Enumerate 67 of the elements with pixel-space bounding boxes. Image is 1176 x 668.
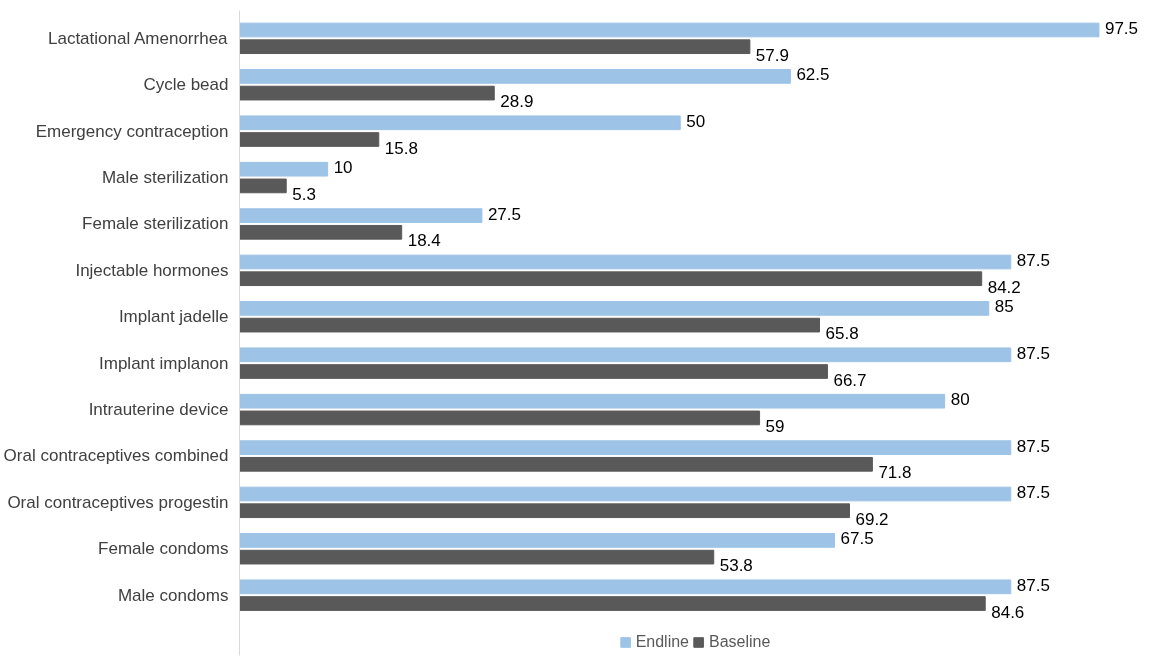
y-tick-label: Oral contraceptives progestin — [7, 492, 229, 512]
data-label: 69.2 — [855, 509, 889, 529]
bar — [239, 132, 380, 147]
data-label: 87.5 — [1016, 343, 1050, 363]
bar — [239, 503, 850, 519]
data-label: 84.6 — [991, 602, 1025, 622]
bar — [239, 208, 483, 223]
legend-label: Baseline — [709, 633, 771, 651]
y-tick-label: Male condoms — [117, 585, 229, 605]
y-tick-label: Emergency contraception — [35, 121, 229, 141]
bar — [239, 596, 986, 611]
data-label: 59 — [765, 416, 785, 436]
bar — [239, 271, 983, 287]
bar — [239, 301, 990, 316]
data-label: 18.4 — [407, 231, 441, 251]
bar — [239, 347, 1012, 363]
bar — [239, 178, 287, 194]
bar — [239, 486, 1012, 502]
data-label: 65.8 — [825, 324, 859, 344]
y-tick-label: Intrauterine device — [88, 400, 229, 420]
bar — [239, 533, 835, 548]
data-label: 80 — [950, 390, 970, 410]
data-label: 50 — [686, 111, 706, 131]
y-tick-label: Implant implanon — [99, 353, 229, 373]
bar — [239, 393, 946, 409]
y-tick-label: Implant jadelle — [118, 307, 229, 327]
bar — [239, 579, 1012, 595]
data-label: 84.2 — [987, 277, 1021, 297]
y-tick-label: Male sterilization — [101, 168, 229, 188]
data-label: 97.5 — [1104, 18, 1139, 38]
bar — [239, 39, 751, 55]
bar — [239, 85, 495, 101]
data-label: 71.8 — [878, 463, 912, 483]
data-label: 67.5 — [840, 529, 874, 549]
bar — [239, 224, 403, 240]
y-tick-label: Female sterilization — [82, 214, 229, 234]
bar — [239, 440, 1012, 455]
legend-label: Endline — [635, 633, 689, 651]
data-label: 28.9 — [500, 92, 534, 112]
data-label: 53.8 — [719, 556, 753, 576]
y-tick-label: Lactational Amenorrhea — [48, 28, 229, 48]
bar — [239, 161, 329, 177]
bar — [239, 456, 873, 472]
bar — [239, 364, 828, 379]
data-label: 87.5 — [1016, 251, 1050, 270]
data-label: 85 — [994, 297, 1014, 317]
data-label: 15.8 — [384, 138, 418, 158]
data-label: 5.3 — [292, 184, 316, 204]
data-label: 87.5 — [1016, 483, 1050, 503]
data-label: 10 — [333, 158, 353, 178]
data-label: 87.5 — [1016, 436, 1050, 456]
bar — [239, 69, 791, 84]
y-tick-label: Cycle bead — [143, 75, 229, 95]
data-label: 62.5 — [796, 65, 830, 85]
bar — [239, 410, 761, 426]
bar — [239, 317, 821, 333]
y-tick-label: Female condoms — [98, 539, 229, 559]
data-label: 87.5 — [1016, 575, 1050, 595]
bar — [239, 254, 1012, 270]
data-label: 66.7 — [833, 370, 867, 390]
bar — [239, 115, 681, 131]
data-label: 27.5 — [487, 204, 521, 224]
y-tick-label: Injectable hormones — [75, 260, 229, 280]
bar — [239, 22, 1100, 38]
y-tick-label: Oral contraceptives combined — [3, 446, 229, 466]
data-label: 57.9 — [755, 45, 789, 65]
bar — [239, 549, 715, 565]
